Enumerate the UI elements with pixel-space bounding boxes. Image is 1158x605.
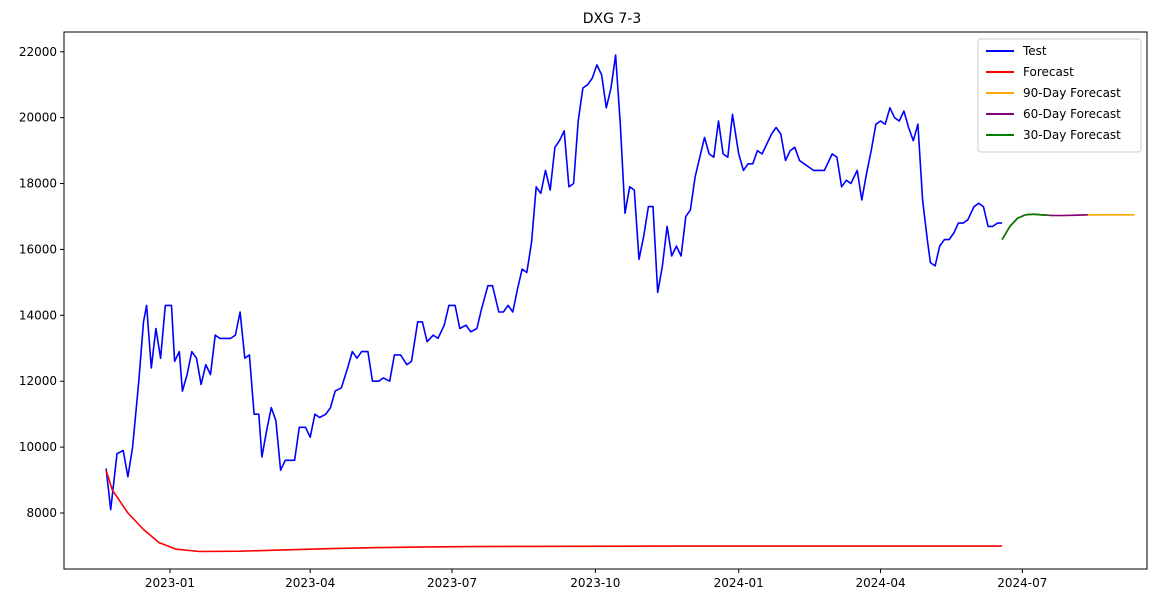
y-tick-label-2: 12000 <box>19 374 57 388</box>
x-axis: 2023-01 2023-04 2023-07 2023-10 2024-01 2024-… <box>145 569 1047 590</box>
series-line-4 <box>1001 213 1049 241</box>
y-tick-label-7: 22000 <box>19 45 57 59</box>
chart-title: DXG 7-3 <box>583 11 642 27</box>
x-tick-label-2: 2023-07 <box>427 576 477 590</box>
x-tick-label-1: 2023-04 <box>285 576 335 590</box>
legend-box <box>977 38 1142 153</box>
plot-frame <box>63 31 1148 570</box>
series-line-1 <box>105 469 1003 553</box>
y-tick-label-3: 14000 <box>19 308 57 322</box>
x-tick-label-0: 2023-01 <box>145 576 195 590</box>
x-tick-label-5: 2024-04 <box>855 576 905 590</box>
series-line-0 <box>105 54 1003 511</box>
legend-label-2: 90-Day Forecast <box>1023 86 1121 100</box>
series-layer <box>105 54 1135 553</box>
x-tick-label-4: 2024-01 <box>714 576 764 590</box>
y-tick-label-4: 16000 <box>19 242 57 256</box>
legend-label-1: Forecast <box>1023 65 1074 79</box>
legend-label-4: 30-Day Forecast <box>1023 128 1121 142</box>
legend-label-3: 60-Day Forecast <box>1023 107 1121 121</box>
y-tick-label-1: 10000 <box>19 440 57 454</box>
y-axis: 8000 10000 12000 14000 16000 18000 20000 22000 <box>19 45 64 520</box>
y-tick-label-6: 20000 <box>19 111 57 125</box>
x-tick-label-6: 2024-07 <box>997 576 1047 590</box>
x-tick-label-3: 2023-10 <box>570 576 620 590</box>
y-tick-label-5: 18000 <box>19 177 57 191</box>
legend-label-0: Test <box>1022 44 1047 58</box>
y-tick-label-0: 8000 <box>26 506 57 520</box>
legend: Test Forecast 90-Day Forecast 60-Day Foreca… <box>977 38 1142 153</box>
